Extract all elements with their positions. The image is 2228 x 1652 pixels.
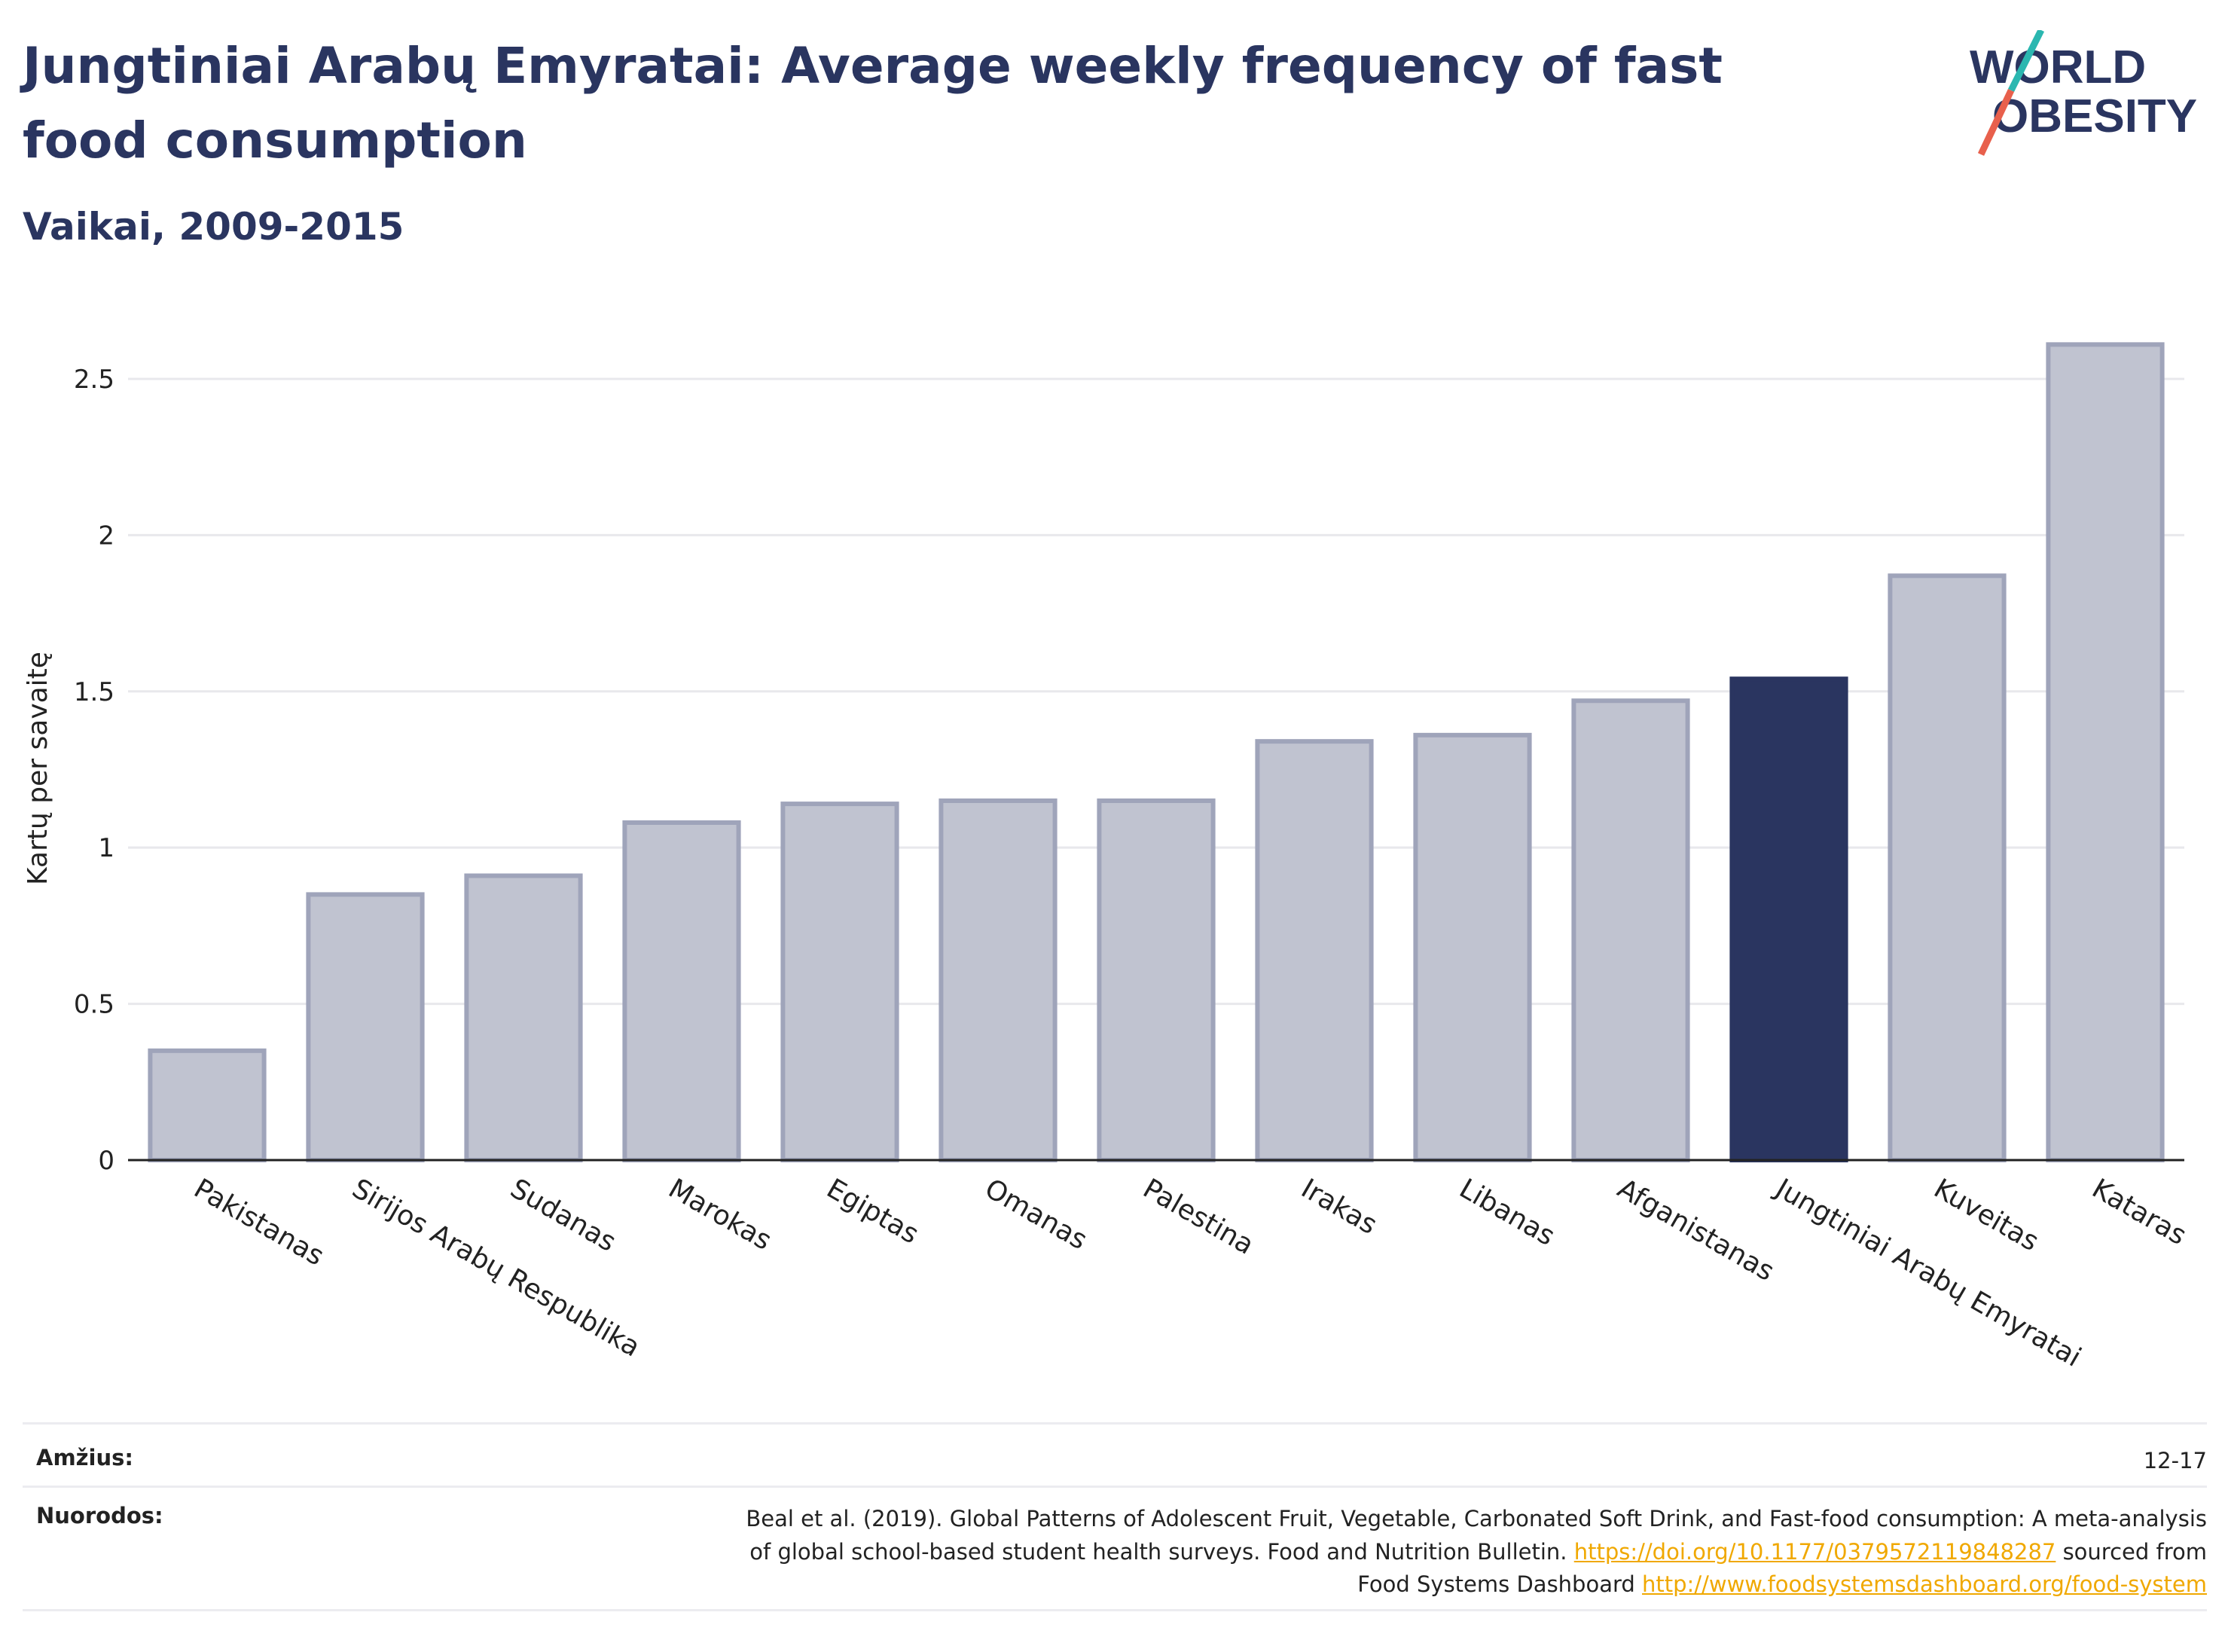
source-line2-suffix: sourced from: [2056, 1538, 2207, 1565]
y-tick-label: 1.5: [74, 677, 114, 707]
y-tick-label: 2.5: [74, 365, 114, 395]
bar[interactable]: [939, 798, 1058, 1163]
y-tick-label: 2: [98, 521, 114, 551]
age-value: 12-17: [2143, 1448, 2207, 1473]
source-text: Beal et al. (2019). Global Patterns of A…: [746, 1503, 2207, 1602]
footer-divider-bottom: [23, 1609, 2207, 1611]
x-tick-label: Palestina: [1138, 1173, 1259, 1261]
bar[interactable]: [1571, 698, 1690, 1162]
bars-layer: [148, 342, 2165, 1163]
source-label: Nuorodos:: [36, 1503, 163, 1528]
bar-chart: Pakistanas Sirijos Arabų RespublikaSudana…: [23, 342, 2192, 1373]
bar[interactable]: [148, 1048, 267, 1162]
bar[interactable]: [1097, 798, 1216, 1163]
source-line2: of global school-based student health su…: [746, 1536, 2207, 1569]
x-tick-label: Kuveitas: [1929, 1173, 2044, 1257]
bar[interactable]: [1729, 676, 1848, 1162]
bar[interactable]: [1888, 573, 2007, 1162]
x-tick-label: Libanas: [1454, 1173, 1561, 1252]
footer-divider-top: [23, 1422, 2207, 1425]
bar[interactable]: [306, 892, 425, 1162]
footer-age-row: Amžius: 12-17: [23, 1445, 2207, 1483]
x-tick-label: Jungtiniai Arabų Emyratai: [1769, 1172, 2086, 1373]
source-line3: Food Systems Dashboard http://www.foodsy…: [746, 1568, 2207, 1602]
y-axis: 0 0.5 1 1.5 2 2.5: [74, 365, 114, 1176]
x-axis: Pakistanas Sirijos Arabų RespublikaSudana…: [128, 1159, 2192, 1373]
bar[interactable]: [464, 873, 583, 1163]
bar[interactable]: [1413, 732, 1532, 1162]
y-tick-label: 0.5: [74, 990, 114, 1020]
footer-source-row: Nuorodos: Beal et al. (2019). Global Pat…: [23, 1503, 2207, 1601]
source-line1: Beal et al. (2019). Global Patterns of A…: [746, 1506, 2207, 1531]
x-tick-label: Egiptas: [822, 1173, 924, 1250]
x-tick-label: Sudanas: [505, 1173, 621, 1258]
age-label: Amžius:: [36, 1445, 133, 1470]
y-tick-label: 1: [98, 833, 114, 863]
world-obesity-logo: WORLD OBESITY: [1970, 30, 2197, 156]
y-axis-label: Kartų per savaitę: [23, 652, 53, 885]
logo-slash-teal: [2007, 30, 2045, 93]
logo-slash-red: [1977, 89, 2015, 156]
bar[interactable]: [2046, 342, 2165, 1162]
chart-title: Jungtiniai Arabų Emyratai: Average weekl…: [23, 37, 1723, 169]
chart-subtitle: Vaikai, 2009-2015: [23, 205, 404, 249]
bar[interactable]: [622, 820, 741, 1162]
bar[interactable]: [780, 802, 899, 1162]
x-tick-label: Sirijos Arabų Respublika: [347, 1173, 646, 1363]
doi-link[interactable]: https://doi.org/10.1177/0379572119848287: [1573, 1538, 2056, 1565]
bar[interactable]: [1255, 739, 1374, 1162]
source-line3-text: Food Systems Dashboard: [1357, 1571, 1643, 1597]
logo-line2: OBESITY: [1992, 90, 2197, 142]
logo-line1: WORLD: [1970, 41, 2146, 93]
x-tick-label: Omanas: [980, 1173, 1093, 1256]
y-tick-label: 0: [98, 1146, 114, 1176]
x-tick-label: Kataras: [2087, 1173, 2192, 1251]
x-tick-label: Afganistanas: [1613, 1173, 1780, 1287]
x-tick-label: Marokas: [664, 1173, 777, 1257]
x-tick-label: Pakistanas: [189, 1173, 329, 1272]
x-tick-label: Irakas: [1296, 1173, 1382, 1241]
footer-divider-mid: [23, 1486, 2207, 1488]
source-line2-text: of global school-based student health su…: [749, 1538, 1574, 1565]
dashboard-link[interactable]: http://www.foodsystemsdashboard.org/food…: [1642, 1571, 2207, 1597]
